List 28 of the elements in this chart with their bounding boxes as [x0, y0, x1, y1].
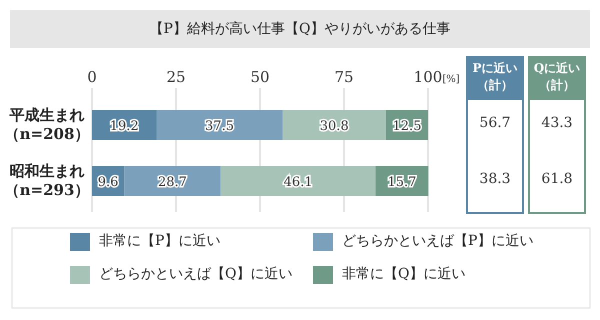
data-label: 37.5 — [205, 119, 234, 134]
text: 61.8 — [540, 171, 574, 187]
text: Pに近い（計） — [471, 60, 519, 94]
y-tick-label: 昭和生まれ（n=293） — [4, 162, 90, 200]
legend-label: 非常に【P】に近い — [99, 232, 220, 250]
data-label: 28.7 — [158, 175, 187, 190]
text: 56.7 — [478, 115, 512, 131]
x-tick-label: 100[%] — [414, 68, 460, 86]
data-label: 19.2 — [110, 119, 139, 134]
text: 38.3 — [478, 171, 512, 187]
x-tick-label: 0 — [87, 68, 97, 86]
x-tick-label: 75 — [334, 68, 354, 86]
bar — [220, 166, 376, 196]
data-label: 9.6 — [98, 175, 118, 190]
data-label: 15.7 — [387, 175, 416, 190]
legend-label: どちらかといえば【P】に近い — [342, 232, 534, 250]
legend-label: 非常に【Q】に近い — [342, 265, 466, 283]
x-tick-label: 50 — [250, 68, 270, 86]
data-label: 12.5 — [392, 119, 422, 134]
y-tick-label: 平成生まれ（n=208） — [4, 106, 90, 144]
x-tick-label: 25 — [166, 68, 186, 86]
chart-title: 【P】給料が高い仕事【Q】やりがいがある仕事 — [10, 10, 590, 48]
data-label: 30.8 — [320, 119, 349, 134]
text: 43.3 — [540, 115, 574, 131]
bar — [156, 110, 283, 140]
legend-label: どちらかといえば【Q】に近い — [99, 265, 292, 283]
text: Qに近い（計） — [532, 60, 582, 94]
data-label: 46.1 — [284, 175, 313, 190]
